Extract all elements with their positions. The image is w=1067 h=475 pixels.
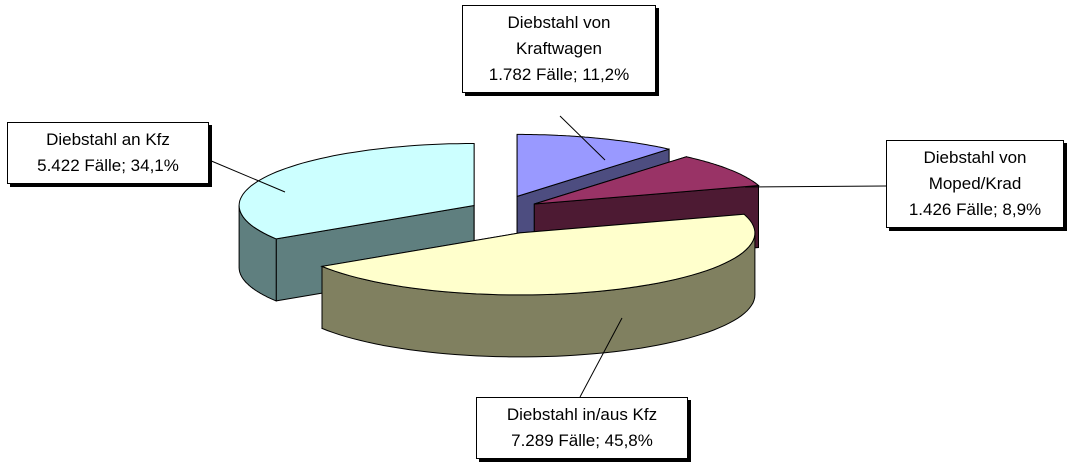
data-label: Diebstahl von Kraftwagen 1.782 Fälle; 11,… xyxy=(462,5,656,93)
category-label: Diebstahl an Kfz xyxy=(46,130,170,149)
data-label: Diebstahl von Moped/Krad 1.426 Fälle; 8,9… xyxy=(886,140,1064,228)
value-label: 1.782 Fälle; 11,2% xyxy=(488,65,630,84)
leader-line xyxy=(559,115,606,161)
data-label: Diebstahl in/aus Kfz 7.289 Fälle; 45,8% xyxy=(476,397,688,459)
leader-line xyxy=(744,185,887,188)
slice xyxy=(534,156,760,205)
value-label: 5.422 Fälle; 34,1% xyxy=(37,156,179,175)
leader-line xyxy=(208,159,286,193)
category-label: Diebstahl von Kraftwagen xyxy=(507,13,611,58)
category-label: Diebstahl in/aus Kfz xyxy=(506,405,658,424)
category-label: Diebstahl von Moped/Krad xyxy=(923,148,1027,193)
slice xyxy=(516,133,670,198)
slice xyxy=(320,213,756,296)
value-label: 1.426 Fälle; 8,9% xyxy=(908,200,1042,219)
data-label: Diebstahl an Kfz 5.422 Fälle; 34,1% xyxy=(7,122,209,184)
leader-line xyxy=(579,317,623,398)
value-label: 7.289 Fälle; 45,8% xyxy=(511,431,653,450)
slice xyxy=(238,143,475,240)
